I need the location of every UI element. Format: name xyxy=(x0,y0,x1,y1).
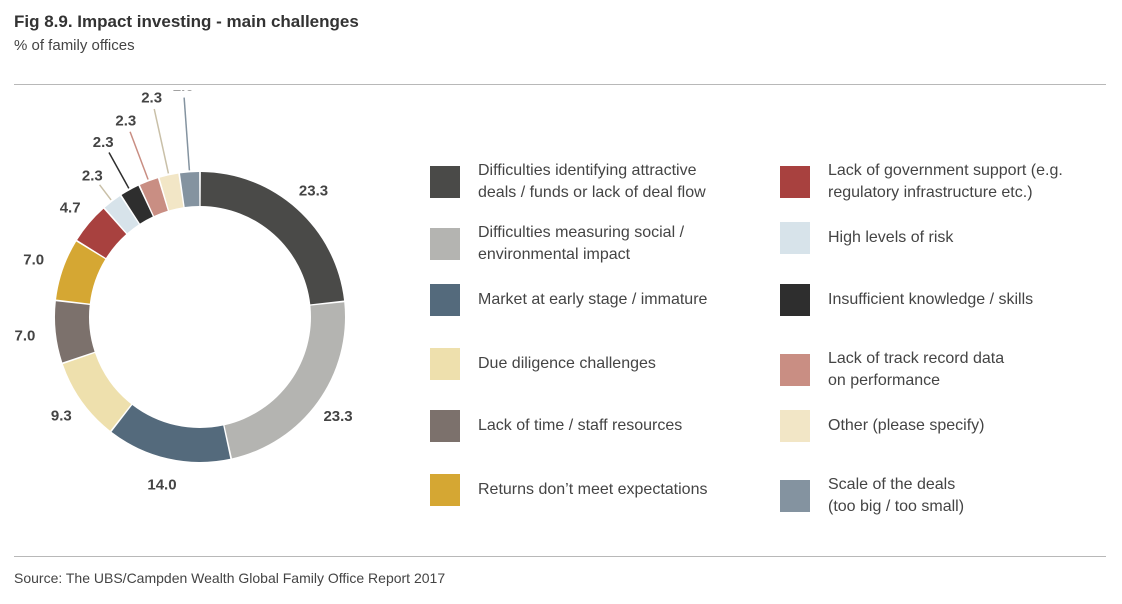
legend-item: Insufficient knowledge / skills xyxy=(780,284,1033,316)
donut-slice xyxy=(55,301,95,363)
legend-swatch xyxy=(780,284,810,316)
legend-item: Other (please specify) xyxy=(780,410,985,442)
legend-swatch xyxy=(430,228,460,260)
legend-item: High levels of risk xyxy=(780,222,953,254)
donut-slice xyxy=(62,353,132,431)
legend-item: Lack of government support (e.g. regulat… xyxy=(780,160,1063,204)
legend-item: Difficulties identifying attractive deal… xyxy=(430,160,706,204)
slice-value-label: 23.3 xyxy=(299,182,328,199)
donut-slice xyxy=(139,178,168,216)
legend-swatch xyxy=(780,354,810,386)
legend-item: Returns don’t meet expectations xyxy=(430,474,707,506)
slice-value-label: 4.7 xyxy=(60,199,81,216)
legend-label: Market at early stage / immature xyxy=(478,291,708,308)
top-divider xyxy=(14,84,1106,85)
donut-slice xyxy=(224,302,345,459)
leader-line xyxy=(153,108,170,174)
legend-item: Due diligence challenges xyxy=(430,348,656,380)
donut-slice xyxy=(104,195,139,234)
donut-slice xyxy=(121,185,153,224)
legend-swatch xyxy=(780,166,810,198)
legend-label: Lack of time / staff resources xyxy=(478,417,683,434)
donut-chart: 23.323.314.09.37.07.04.72.32.32.32.32.3 xyxy=(15,90,353,494)
leader-line xyxy=(183,97,191,171)
legend-label: Returns don’t meet expectations xyxy=(478,481,708,498)
chart-legend: Difficulties identifying attractive deal… xyxy=(430,160,1110,540)
bottom-divider xyxy=(14,556,1106,557)
legend-label: Difficulties measuring social / environm… xyxy=(478,224,685,263)
slice-value-label: 7.0 xyxy=(15,327,36,344)
legend-label: Scale of the deals (too big / too small) xyxy=(828,476,965,515)
slice-value-label: 2.3 xyxy=(141,90,162,106)
source-note: Source: The UBS/Campden Wealth Global Fa… xyxy=(14,570,446,586)
donut-slice xyxy=(77,208,127,259)
legend-label: Due diligence challenges xyxy=(478,355,656,372)
legend-swatch xyxy=(780,480,810,512)
legend-label: High levels of risk xyxy=(828,229,954,246)
legend-swatch xyxy=(430,410,460,442)
donut-slice xyxy=(159,173,184,211)
legend-swatch xyxy=(780,410,810,442)
donut-slice xyxy=(111,404,231,462)
legend-label: Insufficient knowledge / skills xyxy=(828,291,1034,308)
slice-value-label: 23.3 xyxy=(323,408,352,425)
slice-value-label: 2.3 xyxy=(82,167,103,184)
legend-swatch xyxy=(430,166,460,198)
leader-line xyxy=(108,152,130,189)
legend-swatch xyxy=(430,474,460,506)
donut-slice xyxy=(200,172,345,305)
slice-value-label: 9.3 xyxy=(51,407,72,424)
slice-value-label: 2.3 xyxy=(173,90,194,95)
legend-swatch xyxy=(430,348,460,380)
legend-item: Lack of time / staff resources xyxy=(430,410,682,442)
legend-item: Market at early stage / immature xyxy=(430,284,707,316)
legend-label: Lack of track record data on performance xyxy=(828,350,1005,389)
slice-value-label: 14.0 xyxy=(147,477,176,494)
legend-label: Other (please specify) xyxy=(828,417,985,434)
donut-slice xyxy=(180,172,200,208)
legend-label: Difficulties identifying attractive deal… xyxy=(478,162,706,201)
chart-title: Fig 8.9. Impact investing - main challen… xyxy=(14,12,359,31)
leader-line xyxy=(98,184,112,201)
legend-label: Lack of government support (e.g. regulat… xyxy=(828,162,1063,201)
slice-value-label: 2.3 xyxy=(93,134,114,151)
slice-value-label: 2.3 xyxy=(115,113,136,130)
chart-subtitle: % of family offices xyxy=(14,37,135,54)
legend-swatch xyxy=(430,284,460,316)
legend-swatch xyxy=(780,222,810,254)
legend-item: Lack of track record data on performance xyxy=(780,348,1004,392)
legend-item: Scale of the deals (too big / too small) xyxy=(780,474,964,518)
legend-item: Difficulties measuring social / environm… xyxy=(430,222,684,266)
leader-line xyxy=(129,131,149,180)
slice-value-label: 7.0 xyxy=(23,251,44,268)
donut-slice xyxy=(56,241,106,304)
